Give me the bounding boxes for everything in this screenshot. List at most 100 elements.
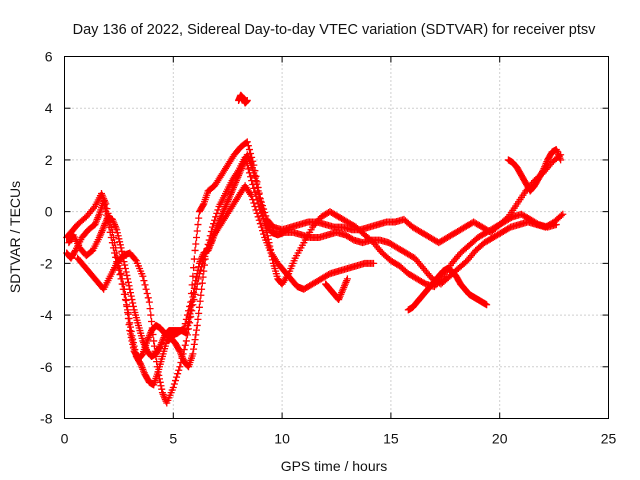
data-point bbox=[148, 324, 156, 332]
data-point bbox=[127, 323, 135, 331]
data-point bbox=[148, 318, 156, 326]
data-point bbox=[250, 199, 258, 207]
data-point bbox=[256, 197, 264, 205]
data-point bbox=[260, 230, 268, 238]
y-tick-labels: -8 -6 -4 -2 0 2 4 6 bbox=[40, 49, 53, 427]
data-point bbox=[147, 311, 155, 319]
data-point bbox=[183, 331, 191, 339]
data-point bbox=[252, 206, 260, 214]
data-point bbox=[214, 206, 222, 214]
data-point bbox=[124, 306, 132, 314]
y-tick-label: 2 bbox=[45, 152, 53, 168]
data-point bbox=[117, 275, 125, 283]
data-point bbox=[131, 346, 139, 354]
data-point bbox=[124, 310, 132, 318]
data-point bbox=[102, 208, 110, 216]
data-point bbox=[195, 303, 203, 311]
data-point bbox=[100, 197, 108, 205]
data-point bbox=[250, 184, 258, 192]
data-point bbox=[111, 249, 119, 257]
data-point bbox=[169, 383, 177, 391]
data-point bbox=[189, 350, 197, 358]
x-axis-label: GPS time / hours bbox=[281, 458, 388, 474]
data-point bbox=[157, 382, 165, 390]
data-point bbox=[483, 301, 491, 309]
series-3 bbox=[65, 151, 560, 360]
data-point bbox=[191, 246, 199, 254]
data-point bbox=[190, 340, 198, 348]
data-point bbox=[113, 226, 121, 234]
y-tick-label: -8 bbox=[40, 411, 53, 427]
data-point bbox=[253, 209, 261, 217]
data-point bbox=[151, 347, 159, 355]
data-point bbox=[249, 196, 257, 204]
series-4 bbox=[74, 182, 377, 407]
data-point bbox=[559, 210, 567, 218]
data-point bbox=[149, 330, 157, 338]
data-point bbox=[252, 177, 260, 185]
data-point bbox=[139, 272, 147, 280]
data-point bbox=[150, 342, 158, 350]
data-point bbox=[145, 298, 153, 306]
data-point bbox=[119, 285, 127, 293]
data-point bbox=[190, 255, 198, 263]
data-point bbox=[152, 352, 160, 360]
y-axis-label: SDTVAR / TECUs bbox=[7, 181, 23, 293]
data-point bbox=[121, 296, 129, 304]
data-point bbox=[254, 213, 262, 221]
data-point bbox=[182, 337, 190, 345]
data-point bbox=[195, 309, 203, 317]
y-tick-label: -2 bbox=[40, 255, 53, 271]
data-point bbox=[251, 202, 259, 210]
data-point bbox=[197, 291, 205, 299]
data-point bbox=[244, 142, 252, 150]
data-point bbox=[185, 318, 193, 326]
y-tick-label: 6 bbox=[45, 49, 53, 65]
data-point bbox=[189, 272, 197, 280]
data-point bbox=[130, 342, 138, 350]
data-point bbox=[144, 294, 152, 302]
data-point bbox=[198, 279, 206, 287]
data-point bbox=[153, 363, 161, 371]
data-point bbox=[194, 221, 202, 229]
data-point bbox=[113, 229, 121, 237]
data-point bbox=[123, 271, 131, 279]
data-point bbox=[193, 280, 201, 288]
data-point bbox=[173, 373, 181, 381]
data-point bbox=[118, 280, 126, 288]
data-point bbox=[188, 307, 196, 315]
data-point bbox=[126, 285, 134, 293]
data-point bbox=[136, 359, 144, 367]
data-point bbox=[140, 277, 148, 285]
data-point bbox=[199, 259, 207, 267]
data-point bbox=[243, 138, 251, 146]
data-point bbox=[142, 285, 150, 293]
data-point bbox=[129, 302, 137, 310]
data-point bbox=[259, 227, 267, 235]
data-point bbox=[193, 326, 201, 334]
data-point bbox=[120, 290, 128, 298]
data-point bbox=[260, 215, 268, 223]
data-point bbox=[180, 346, 188, 354]
data-point bbox=[192, 285, 200, 293]
y-tick-label: -6 bbox=[40, 359, 53, 375]
data-point bbox=[192, 331, 200, 339]
data-point bbox=[146, 305, 154, 313]
data-point bbox=[117, 244, 125, 252]
data-point bbox=[189, 301, 197, 309]
data-point bbox=[116, 238, 124, 246]
data-points bbox=[63, 91, 567, 407]
data-point bbox=[190, 264, 198, 272]
data-point bbox=[170, 380, 178, 388]
data-point bbox=[200, 256, 208, 264]
data-point bbox=[112, 253, 120, 261]
data-point bbox=[129, 339, 137, 347]
data-point bbox=[257, 201, 265, 209]
data-point bbox=[259, 211, 267, 219]
data-point bbox=[116, 241, 124, 249]
data-point bbox=[128, 332, 136, 340]
data-point bbox=[127, 327, 135, 335]
data-point bbox=[150, 337, 158, 345]
data-point bbox=[129, 299, 137, 307]
x-tick-label: 0 bbox=[61, 431, 69, 447]
